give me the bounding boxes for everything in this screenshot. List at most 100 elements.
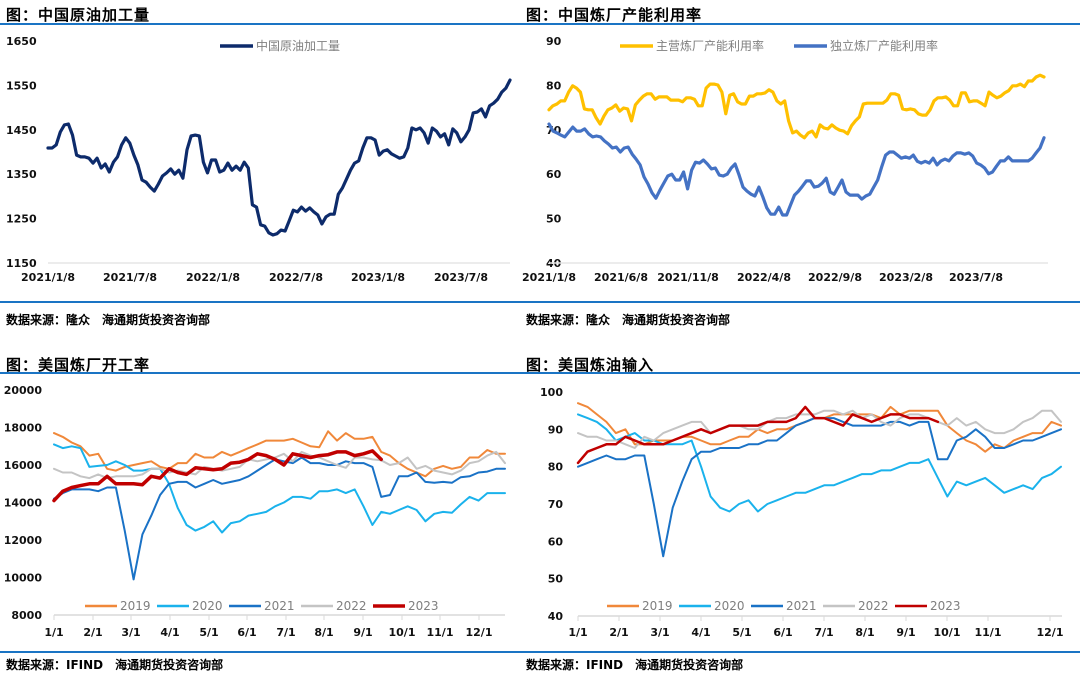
legend-label: 2023 <box>930 599 961 613</box>
legend-label: 2022 <box>858 599 889 613</box>
title-rule <box>0 23 540 25</box>
panel-title: 图：美国炼油输入 <box>526 356 655 374</box>
x-tick-label: 2021/6/8 <box>594 271 648 284</box>
y-tick-label: 50 <box>548 573 564 586</box>
y-tick-label: 60 <box>546 168 562 181</box>
y-tick-label: 8000 <box>11 609 42 622</box>
bottom-rule <box>520 651 1080 653</box>
x-tick-label: 2/1 <box>83 626 102 639</box>
x-tick-label: 2022/9/8 <box>808 271 862 284</box>
x-tick-label: 5/1 <box>732 626 751 639</box>
source-note: 数据来源：IFIND 海通期货投资咨询部 <box>526 658 744 672</box>
y-tick-label: 1650 <box>6 35 37 48</box>
y-tick-label: 80 <box>548 461 564 474</box>
legend-label: 2019 <box>642 599 673 613</box>
y-tick-label: 1150 <box>6 257 37 270</box>
series-line-2023 <box>576 405 940 465</box>
x-tick-label: 3/1 <box>650 626 669 639</box>
title-rule <box>520 23 1080 25</box>
x-tick-label: 8/1 <box>314 626 333 639</box>
x-tick-label: 1/1 <box>568 626 587 639</box>
x-tick-label: 1/1 <box>44 626 63 639</box>
panel-china-refinery-utilization: 图：中国炼厂产能利用率 90 80 70 60 50 40 2021/1/8 2021/6/8… <box>520 0 1080 340</box>
legend-label: 2023 <box>408 599 439 613</box>
y-tick-label: 20000 <box>4 384 43 397</box>
x-tick-label: 2/1 <box>609 626 628 639</box>
x-tick-label: 2022/1/8 <box>186 271 240 284</box>
x-tick-label: 2023/2/8 <box>879 271 933 284</box>
x-tick-label: 2021/1/8 <box>21 271 75 284</box>
source-note: 数据来源：IFIND 海通期货投资咨询部 <box>6 658 224 672</box>
series-line-独立炼厂产能利用率 <box>547 122 1046 217</box>
x-tick-label: 9/1 <box>896 626 915 639</box>
y-tick-label: 16000 <box>4 459 43 472</box>
y-tick-label: 14000 <box>4 497 43 510</box>
y-tick-label: 1450 <box>6 124 37 137</box>
legend-label: 主营炼厂产能利用率 <box>656 38 764 53</box>
x-tick-label: 6/1 <box>773 626 792 639</box>
series-line-2020 <box>53 443 506 534</box>
legend: 2019 2020 2021 2022 2023 <box>607 599 961 613</box>
panel-title: 图：中国炼厂产能利用率 <box>526 6 703 24</box>
x-tick-label: 2022/7/8 <box>269 271 323 284</box>
legend-label: 2021 <box>264 599 295 613</box>
x-tick-label: 8/1 <box>855 626 874 639</box>
x-tick-label: 2021/11/8 <box>657 271 719 284</box>
series-line-2022 <box>577 409 1062 449</box>
x-tick-label: 9/1 <box>353 626 372 639</box>
bottom-rule <box>0 301 540 303</box>
series-line-2019 <box>53 430 506 478</box>
y-tick-label: 12000 <box>4 534 43 547</box>
legend-label: 2021 <box>786 599 817 613</box>
legend-label: 独立炼厂产能利用率 <box>830 38 938 53</box>
panel-title: 图：中国原油加工量 <box>6 6 151 24</box>
y-tick-label: 60 <box>548 535 564 548</box>
y-tick-label: 70 <box>548 498 564 511</box>
series-line-中国原油加工量 <box>46 78 512 237</box>
x-tick-label: 2023/7/8 <box>949 271 1003 284</box>
legend: 2019 2020 2021 2022 2023 <box>85 599 439 613</box>
x-tick-label: 2023/1/8 <box>351 271 405 284</box>
title-rule <box>0 372 540 374</box>
x-tick-label: 12/1 <box>1037 626 1064 639</box>
legend: 主营炼厂产能利用率 独立炼厂产能利用率 <box>620 38 938 53</box>
x-tick-label: 12/1 <box>466 626 493 639</box>
x-tick-label: 2022/4/8 <box>737 271 791 284</box>
chart-us-refinery-input: 100 90 80 70 60 50 40 1/1 2/1 3/1 4/1 5/1 6/1 7/1 8/1 9… <box>540 386 1064 639</box>
y-tick-label: 1350 <box>6 168 37 181</box>
bottom-rule <box>520 301 1080 303</box>
y-tick-label: 100 <box>540 386 563 399</box>
legend-label: 2020 <box>714 599 745 613</box>
x-tick-label: 3/1 <box>121 626 140 639</box>
series-line-2020 <box>577 413 1062 513</box>
legend-label: 2022 <box>336 599 367 613</box>
y-tick-label: 40 <box>548 610 564 623</box>
source-note: 数据来源：隆众 海通期货投资咨询部 <box>526 313 731 327</box>
series-line-2023 <box>52 449 383 503</box>
y-tick-label: 1250 <box>6 213 37 226</box>
x-tick-label: 10/1 <box>934 626 961 639</box>
x-tick-label: 10/1 <box>389 626 416 639</box>
source-note: 数据来源：隆众 海通期货投资咨询部 <box>6 313 211 327</box>
x-tick-label: 11/1 <box>975 626 1002 639</box>
x-tick-label: 2021/1/8 <box>522 271 576 284</box>
bottom-rule <box>0 651 540 653</box>
x-tick-label: 7/1 <box>276 626 295 639</box>
x-tick-label: 4/1 <box>160 626 179 639</box>
y-tick-label: 90 <box>548 423 564 436</box>
x-tick-label: 2023/7/8 <box>434 271 488 284</box>
y-tick-label: 90 <box>546 35 562 48</box>
legend-label: 2020 <box>192 599 223 613</box>
panel-china-crude-processing: 图：中国原油加工量 1650 1550 1450 1350 1250 1150 2021/1… <box>0 0 540 340</box>
x-tick-label: 2021/7/8 <box>103 271 157 284</box>
panel-us-refinery-input: 图：美国炼油输入 100 90 80 70 60 50 40 1/1 2/1 3/1 4/1 5/1 6… <box>520 350 1080 677</box>
legend: 中国原油加工量 <box>220 38 340 53</box>
panel-title: 图：美国炼厂开工率 <box>6 356 151 374</box>
x-tick-label: 6/1 <box>237 626 256 639</box>
x-tick-label: 5/1 <box>199 626 218 639</box>
y-tick-label: 10000 <box>4 572 43 585</box>
y-tick-label: 18000 <box>4 422 43 435</box>
